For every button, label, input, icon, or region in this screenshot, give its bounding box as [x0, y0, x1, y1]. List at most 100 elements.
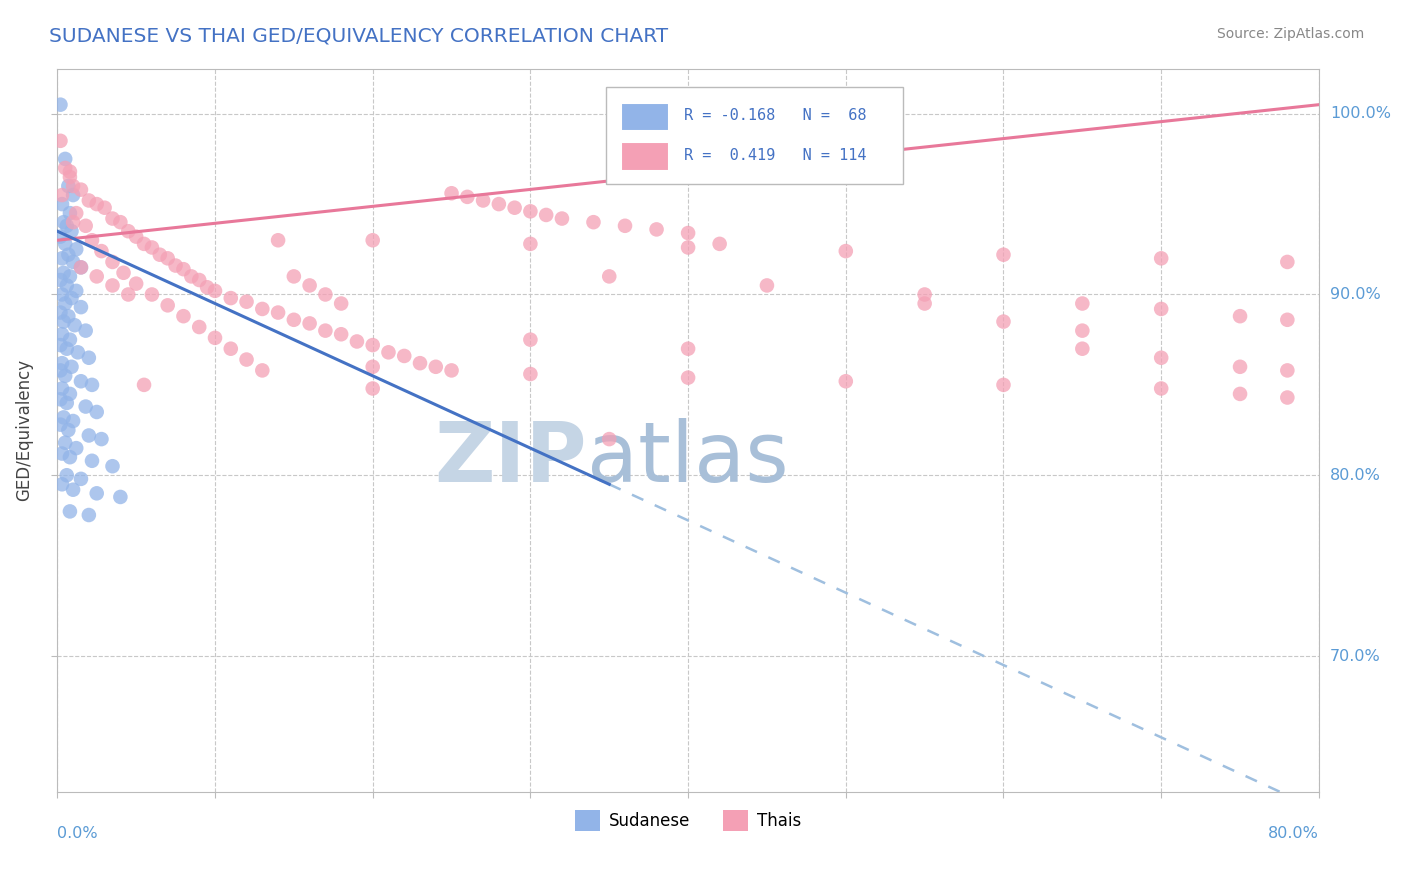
Point	[80, 377, 103, 392]
Point	[267, 233, 290, 247]
Point	[62, 483, 84, 497]
Point	[156, 298, 179, 312]
Point	[117, 287, 139, 301]
Point	[132, 236, 155, 251]
Point	[49, 392, 72, 407]
Point	[55, 278, 77, 293]
Text: 70.0%: 70.0%	[1330, 648, 1381, 664]
Point	[598, 432, 620, 446]
Point	[132, 377, 155, 392]
Point	[1277, 255, 1299, 269]
Point	[267, 305, 290, 319]
Point	[914, 287, 936, 301]
Point	[914, 296, 936, 310]
Point	[314, 287, 336, 301]
Point	[1277, 313, 1299, 327]
Point	[503, 201, 526, 215]
Point	[53, 236, 76, 251]
Point	[283, 313, 305, 327]
Point	[425, 359, 447, 374]
Point	[125, 277, 148, 291]
Point	[1150, 301, 1173, 316]
Text: 90.0%: 90.0%	[1330, 287, 1381, 302]
Point	[835, 169, 858, 184]
Text: atlas: atlas	[588, 418, 789, 500]
Point	[101, 255, 124, 269]
Point	[70, 300, 93, 314]
Point	[65, 284, 87, 298]
Point	[51, 446, 73, 460]
Point	[59, 504, 82, 518]
Point	[488, 197, 510, 211]
Point	[314, 324, 336, 338]
Point	[55, 396, 77, 410]
Point	[86, 269, 108, 284]
Point	[298, 278, 321, 293]
Point	[1150, 382, 1173, 396]
Point	[676, 370, 699, 384]
Point	[86, 486, 108, 500]
Point	[235, 294, 257, 309]
Point	[101, 459, 124, 474]
Point	[582, 215, 605, 229]
Point	[53, 435, 76, 450]
Point	[1277, 363, 1299, 377]
Point	[180, 269, 202, 284]
Point	[195, 280, 218, 294]
Point	[51, 252, 73, 266]
Point	[709, 236, 731, 251]
Y-axis label: GED/Equivalency: GED/Equivalency	[15, 359, 32, 501]
Point	[77, 351, 100, 365]
Point	[62, 414, 84, 428]
Point	[1277, 391, 1299, 405]
Text: ZIP: ZIP	[434, 418, 588, 500]
Point	[55, 219, 77, 233]
Point	[519, 333, 541, 347]
Point	[472, 194, 495, 208]
Point	[49, 305, 72, 319]
Point	[252, 301, 274, 316]
Point	[77, 194, 100, 208]
Point	[63, 318, 86, 333]
Point	[51, 382, 73, 396]
Point	[676, 240, 699, 254]
Point	[49, 229, 72, 244]
Point	[172, 262, 194, 277]
Point	[235, 352, 257, 367]
Point	[62, 179, 84, 194]
Point	[835, 374, 858, 388]
Point	[219, 342, 242, 356]
Point	[60, 291, 83, 305]
Point	[52, 215, 75, 229]
Point	[75, 219, 97, 233]
Point	[70, 374, 93, 388]
Point	[219, 291, 242, 305]
Point	[49, 134, 72, 148]
Point	[55, 468, 77, 483]
Point	[456, 190, 478, 204]
Point	[59, 169, 82, 184]
Point	[65, 441, 87, 455]
FancyBboxPatch shape	[621, 142, 669, 171]
Point	[993, 248, 1015, 262]
Point	[49, 97, 72, 112]
Point	[755, 278, 778, 293]
Point	[51, 188, 73, 202]
Point	[204, 331, 226, 345]
Point	[65, 242, 87, 256]
Point	[53, 152, 76, 166]
Point	[330, 327, 353, 342]
Point	[519, 367, 541, 381]
Point	[51, 287, 73, 301]
Text: 0.0%: 0.0%	[58, 826, 98, 841]
Point	[90, 432, 112, 446]
Point	[49, 273, 72, 287]
Point	[49, 338, 72, 352]
Point	[59, 387, 82, 401]
Point	[62, 255, 84, 269]
Point	[440, 363, 463, 377]
Point	[283, 269, 305, 284]
Point	[65, 206, 87, 220]
Point	[409, 356, 432, 370]
Point	[676, 226, 699, 240]
